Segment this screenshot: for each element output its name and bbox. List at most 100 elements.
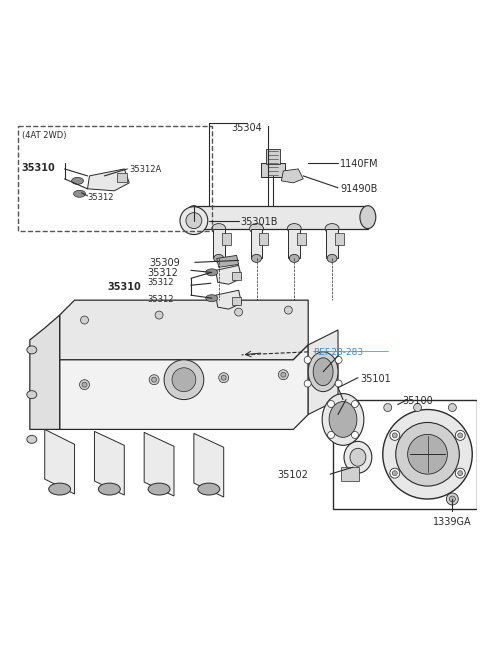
Circle shape <box>351 401 359 407</box>
Circle shape <box>458 433 463 438</box>
Circle shape <box>392 433 397 438</box>
Circle shape <box>390 468 400 478</box>
Polygon shape <box>45 430 74 494</box>
Bar <box>117 173 127 182</box>
Text: 35102: 35102 <box>277 470 308 480</box>
Circle shape <box>408 434 447 474</box>
Circle shape <box>281 372 286 377</box>
Circle shape <box>82 382 87 387</box>
Text: 35312: 35312 <box>147 295 174 304</box>
Bar <box>18 126 212 230</box>
Text: 35312: 35312 <box>87 193 114 202</box>
Circle shape <box>327 401 335 407</box>
Circle shape <box>219 373 228 382</box>
Text: 35312A: 35312A <box>129 165 161 174</box>
Circle shape <box>304 380 311 387</box>
Text: 35312: 35312 <box>147 268 178 278</box>
Ellipse shape <box>206 295 218 302</box>
Text: 35101: 35101 <box>360 374 391 384</box>
Circle shape <box>458 470 463 476</box>
Text: 35309: 35309 <box>149 258 180 268</box>
Ellipse shape <box>329 401 357 438</box>
Ellipse shape <box>72 177 84 184</box>
Circle shape <box>383 409 472 499</box>
Circle shape <box>396 422 459 486</box>
Circle shape <box>392 470 397 476</box>
Circle shape <box>172 368 196 392</box>
Text: 91490B: 91490B <box>340 184 377 194</box>
Circle shape <box>304 356 311 363</box>
Bar <box>333 400 477 509</box>
Ellipse shape <box>327 255 337 262</box>
Bar <box>232 297 240 305</box>
Polygon shape <box>216 290 241 309</box>
Ellipse shape <box>206 269 218 276</box>
Bar <box>297 233 306 245</box>
Circle shape <box>235 308 242 316</box>
Circle shape <box>351 432 359 438</box>
Ellipse shape <box>344 441 372 473</box>
Ellipse shape <box>27 346 37 354</box>
Circle shape <box>449 496 456 502</box>
Circle shape <box>152 377 156 382</box>
Ellipse shape <box>350 448 366 466</box>
Circle shape <box>284 306 292 314</box>
Bar <box>194 206 368 228</box>
Ellipse shape <box>48 483 71 495</box>
Circle shape <box>414 403 421 411</box>
Circle shape <box>390 430 400 440</box>
Ellipse shape <box>360 206 376 228</box>
Circle shape <box>455 430 465 440</box>
Bar <box>341 467 359 481</box>
Ellipse shape <box>322 394 364 445</box>
Ellipse shape <box>198 483 220 495</box>
Bar <box>213 228 225 258</box>
Text: 35304: 35304 <box>231 123 262 133</box>
Ellipse shape <box>325 224 339 234</box>
Bar <box>335 233 344 245</box>
Circle shape <box>180 207 208 235</box>
Ellipse shape <box>214 255 224 262</box>
Polygon shape <box>30 315 60 430</box>
Text: 35312: 35312 <box>147 278 174 287</box>
Circle shape <box>455 468 465 478</box>
Text: REF.28-283: REF.28-283 <box>313 348 363 357</box>
Ellipse shape <box>308 352 338 392</box>
Bar <box>262 163 285 177</box>
Bar <box>260 233 268 245</box>
Polygon shape <box>60 345 308 430</box>
Polygon shape <box>95 432 124 495</box>
Ellipse shape <box>212 224 226 234</box>
Polygon shape <box>217 255 239 268</box>
Circle shape <box>448 403 456 411</box>
Text: 1339GA: 1339GA <box>432 517 471 527</box>
Ellipse shape <box>98 483 120 495</box>
Bar <box>288 228 300 258</box>
Ellipse shape <box>186 206 202 228</box>
Text: 35310: 35310 <box>108 282 141 293</box>
Bar <box>266 149 280 164</box>
Polygon shape <box>144 432 174 496</box>
Circle shape <box>81 316 88 324</box>
Polygon shape <box>281 169 303 183</box>
Ellipse shape <box>73 190 85 197</box>
Bar <box>232 272 240 280</box>
Ellipse shape <box>27 390 37 399</box>
Ellipse shape <box>289 255 299 262</box>
Circle shape <box>335 380 342 387</box>
Polygon shape <box>216 266 241 284</box>
Ellipse shape <box>27 436 37 443</box>
Ellipse shape <box>252 255 262 262</box>
Text: 35100: 35100 <box>402 396 433 405</box>
Polygon shape <box>87 169 129 191</box>
Circle shape <box>221 375 226 380</box>
Ellipse shape <box>288 224 301 234</box>
Circle shape <box>80 380 89 390</box>
Circle shape <box>155 311 163 319</box>
Ellipse shape <box>148 483 170 495</box>
Circle shape <box>384 403 392 411</box>
Polygon shape <box>308 330 338 415</box>
Text: 35310: 35310 <box>22 163 56 173</box>
Circle shape <box>149 375 159 384</box>
Circle shape <box>186 213 202 228</box>
